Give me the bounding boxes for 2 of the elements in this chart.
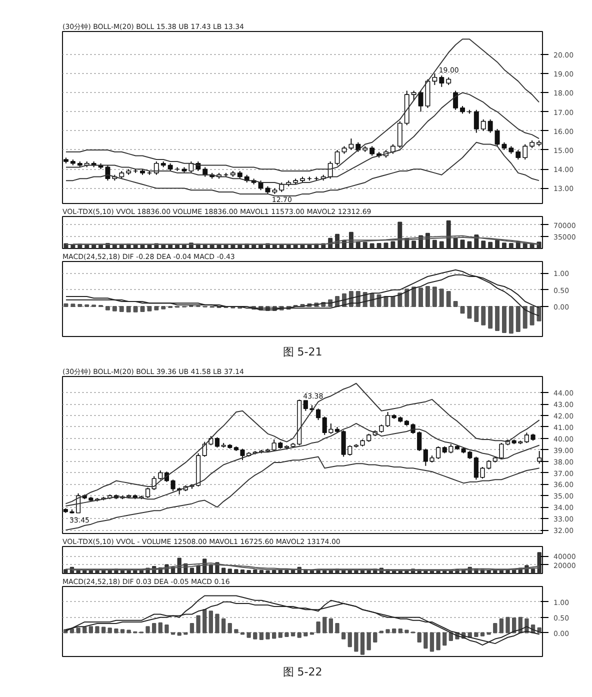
caption: 图 5-21: [282, 346, 322, 358]
caption: 图 5-22: [282, 666, 322, 678]
